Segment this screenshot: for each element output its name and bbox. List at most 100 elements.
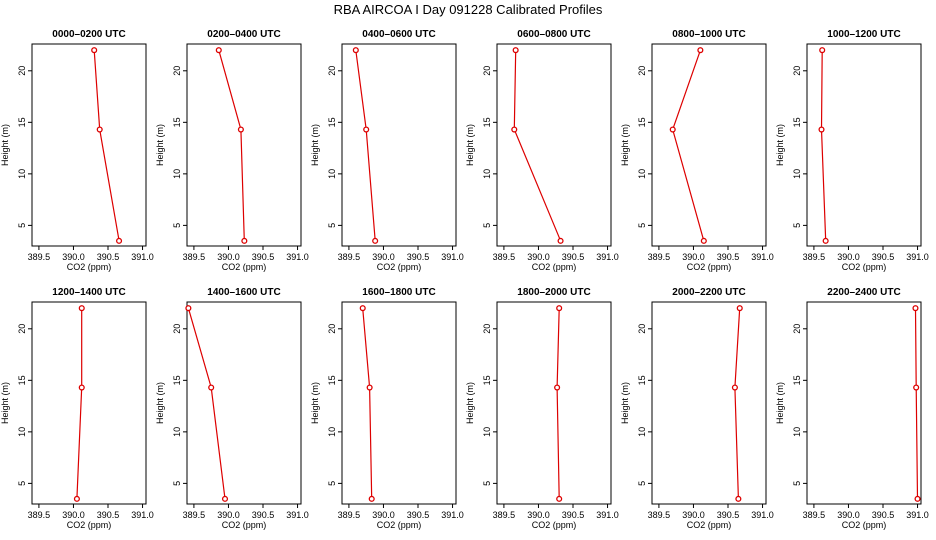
data-point bbox=[78, 305, 85, 312]
profile-line bbox=[218, 50, 245, 241]
profile-line bbox=[734, 308, 741, 499]
y-axis-label: Height (m) bbox=[620, 124, 630, 166]
x-tick-label: 390.5 bbox=[562, 252, 585, 262]
y-tick-label: 5 bbox=[17, 481, 27, 486]
panel-title: 2200–2400 UTC bbox=[827, 287, 900, 298]
y-tick-label: 10 bbox=[172, 169, 182, 179]
x-tick-label: 391.0 bbox=[906, 510, 929, 520]
x-tick-label: 389.5 bbox=[648, 510, 671, 520]
data-point bbox=[366, 384, 373, 391]
profile-line bbox=[187, 308, 226, 499]
data-point bbox=[185, 305, 192, 312]
data-point bbox=[359, 305, 366, 312]
data-point bbox=[208, 384, 215, 391]
x-tick-label: 390.5 bbox=[97, 510, 120, 520]
y-axis-label: Height (m) bbox=[310, 382, 320, 424]
profile-panel: 0000–0200 UTC 389.5 390.0 390.5 391.0 5 10 15 20… bbox=[0, 29, 154, 272]
panel-title: 0600–0800 UTC bbox=[517, 29, 590, 40]
y-tick-label: 20 bbox=[17, 66, 27, 76]
data-point bbox=[913, 384, 920, 391]
x-axis-label: CO2 (ppm) bbox=[532, 262, 577, 272]
data-point bbox=[557, 237, 564, 244]
data-point bbox=[556, 495, 563, 502]
x-tick-label: 390.0 bbox=[682, 510, 705, 520]
x-tick-label: 389.5 bbox=[28, 510, 51, 520]
data-point bbox=[912, 305, 919, 312]
data-point bbox=[237, 126, 244, 133]
panel-title: 1600–1800 UTC bbox=[362, 287, 435, 298]
x-tick-label: 390.0 bbox=[682, 252, 705, 262]
profile-panel: 0400–0600 UTC 389.5 390.0 390.5 391.0 5 10 15 20… bbox=[310, 29, 464, 272]
x-tick-label: 391.0 bbox=[596, 510, 619, 520]
y-tick-label: 15 bbox=[637, 375, 647, 385]
x-axis-label: CO2 (ppm) bbox=[377, 520, 422, 530]
x-tick-label: 390.0 bbox=[372, 510, 395, 520]
plot-frame bbox=[496, 43, 612, 247]
profile-panel: 0200–0400 UTC 389.5 390.0 390.5 391.0 5 10 15 20… bbox=[155, 29, 309, 272]
x-axis-label: CO2 (ppm) bbox=[67, 520, 112, 530]
y-tick-label: 15 bbox=[792, 117, 802, 127]
y-tick-label: 20 bbox=[327, 66, 337, 76]
x-tick-label: 390.0 bbox=[217, 510, 240, 520]
x-tick-label: 391.0 bbox=[751, 252, 774, 262]
data-point bbox=[368, 495, 375, 502]
profile-line bbox=[513, 50, 562, 242]
x-tick-label: 389.5 bbox=[28, 252, 51, 262]
x-tick-label: 391.0 bbox=[286, 252, 309, 262]
data-point bbox=[556, 305, 563, 312]
x-tick-label: 390.5 bbox=[252, 510, 275, 520]
x-tick-label: 390.5 bbox=[872, 252, 895, 262]
x-tick-label: 389.5 bbox=[803, 510, 826, 520]
panel-title: 1000–1200 UTC bbox=[827, 29, 900, 40]
y-tick-label: 20 bbox=[792, 324, 802, 334]
x-tick-label: 390.5 bbox=[407, 510, 430, 520]
x-tick-label: 390.5 bbox=[407, 252, 430, 262]
data-point bbox=[512, 47, 519, 54]
profile-panel: 0800–1000 UTC 389.5 390.0 390.5 391.0 5 10 15 20… bbox=[620, 29, 774, 272]
x-tick-label: 389.5 bbox=[648, 252, 671, 262]
x-tick-label: 391.0 bbox=[441, 510, 464, 520]
y-tick-label: 5 bbox=[637, 481, 647, 486]
x-tick-label: 390.0 bbox=[62, 510, 85, 520]
profile-panel: 1200–1400 UTC 389.5 390.0 390.5 391.0 5 10 15 20… bbox=[0, 287, 154, 530]
profile-line bbox=[362, 308, 373, 499]
y-tick-label: 15 bbox=[327, 117, 337, 127]
x-tick-label: 390.5 bbox=[562, 510, 585, 520]
y-tick-label: 10 bbox=[637, 427, 647, 437]
x-tick-label: 391.0 bbox=[596, 252, 619, 262]
x-tick-label: 391.0 bbox=[441, 252, 464, 262]
data-point bbox=[914, 495, 921, 502]
y-tick-label: 15 bbox=[327, 375, 337, 385]
x-tick-label: 391.0 bbox=[131, 252, 154, 262]
x-tick-label: 390.0 bbox=[527, 252, 550, 262]
data-point bbox=[78, 384, 85, 391]
y-tick-label: 20 bbox=[172, 66, 182, 76]
x-tick-label: 390.5 bbox=[717, 510, 740, 520]
x-tick-label: 389.5 bbox=[183, 510, 206, 520]
y-tick-label: 15 bbox=[17, 117, 27, 127]
x-tick-label: 391.0 bbox=[906, 252, 929, 262]
y-tick-label: 10 bbox=[327, 427, 337, 437]
data-point bbox=[73, 495, 80, 502]
y-tick-label: 15 bbox=[637, 117, 647, 127]
y-tick-label: 10 bbox=[172, 427, 182, 437]
profile-line bbox=[93, 50, 120, 241]
plot-frame bbox=[651, 43, 767, 247]
y-tick-label: 20 bbox=[637, 66, 647, 76]
x-axis-label: CO2 (ppm) bbox=[222, 262, 267, 272]
y-axis-label: Height (m) bbox=[620, 382, 630, 424]
x-tick-label: 390.0 bbox=[527, 510, 550, 520]
y-tick-label: 20 bbox=[482, 66, 492, 76]
y-axis-label: Height (m) bbox=[465, 382, 475, 424]
data-point bbox=[511, 126, 518, 133]
plot-frame bbox=[341, 301, 457, 505]
data-point bbox=[372, 237, 379, 244]
x-tick-label: 389.5 bbox=[183, 252, 206, 262]
y-axis-label: Height (m) bbox=[465, 124, 475, 166]
profile-panel: 1800–2000 UTC 389.5 390.0 390.5 391.0 5 10 15 20… bbox=[465, 287, 619, 530]
y-tick-label: 5 bbox=[637, 223, 647, 228]
x-tick-label: 390.0 bbox=[372, 252, 395, 262]
y-tick-label: 5 bbox=[482, 481, 492, 486]
panel-title: 0400–0600 UTC bbox=[362, 29, 435, 40]
